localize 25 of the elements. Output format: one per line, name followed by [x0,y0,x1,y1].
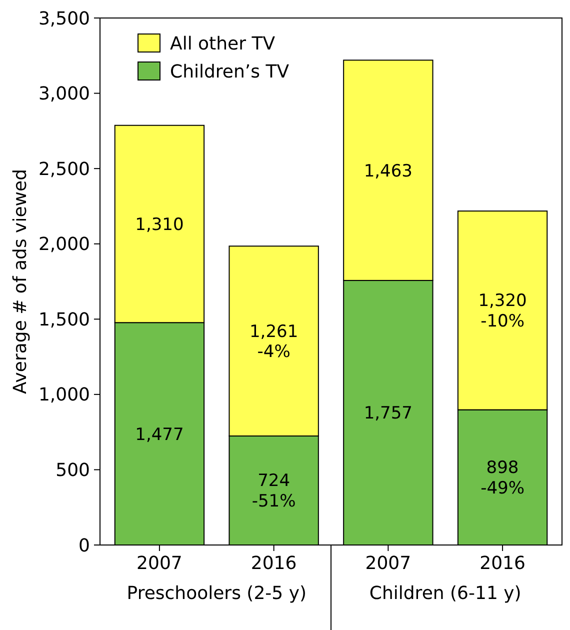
text: Preschoolers (2-5 y) [126,583,307,604]
data-label: 898 -49% [480,458,524,499]
legend-label: All other TV [170,33,276,54]
x-tick-label: 2016 [250,553,297,574]
x-tick-label: 2007 [365,553,412,574]
data-label: 1,463 [364,161,413,182]
y-tick-label: 1,000 [38,384,90,406]
data-label: 1,261 -4% [249,322,298,362]
legend-label: Children’s TV [170,61,290,82]
y-tick-label: 0 [78,535,90,556]
data-label: 1,757 [364,404,413,424]
y-tick-label: 2,500 [38,158,90,180]
x-tick-label: 2007 [136,553,182,574]
y-tick-label: 1,500 [38,309,90,330]
y-tick-label: 2,000 [38,234,90,256]
y-tick-label: 3,000 [38,84,90,105]
data-label: 1,310 [135,214,184,235]
y-axis-title: Average # of ads viewed [10,168,31,394]
x-tick-label: 2016 [480,553,526,574]
text: Children (6-11 y) [369,583,522,604]
y-tick-label: 3,500 [38,8,90,30]
y-tick-label: 500 [56,460,90,482]
data-label: 724 -51% [252,471,296,512]
data-label: 1,320 -10% [478,291,527,332]
data-label: 1,477 [135,424,184,445]
